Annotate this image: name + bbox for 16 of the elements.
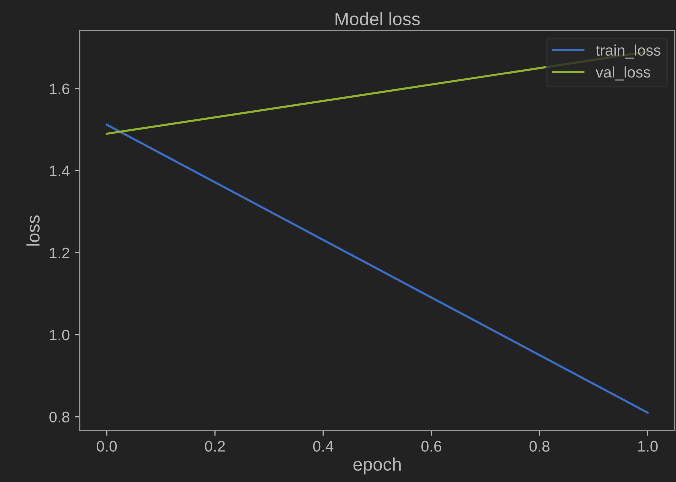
x-tick-label: 0.2 [205, 441, 226, 452]
x-axis-title: epoch [354, 458, 401, 475]
x-tick-label: 0.0 [97, 441, 118, 452]
x-tick-label: 1.0 [638, 441, 658, 452]
y-tick-label: 1.0 [50, 330, 70, 341]
y-tick-label: 0.8 [50, 412, 70, 423]
y-tick-label: 1.6 [50, 84, 70, 95]
legend-label: val_loss [596, 66, 651, 81]
x-tick-label: 0.4 [313, 441, 334, 452]
chart-title: Model loss [336, 12, 420, 26]
y-tick-label: 1.4 [50, 166, 70, 176]
x-tick-label: 0.6 [422, 441, 442, 452]
y-axis-title: loss [26, 216, 40, 246]
y-tick-label: 1.2 [50, 248, 70, 258]
x-tick-label: 0.8 [530, 441, 550, 452]
legend-label: train_loss [596, 44, 661, 59]
